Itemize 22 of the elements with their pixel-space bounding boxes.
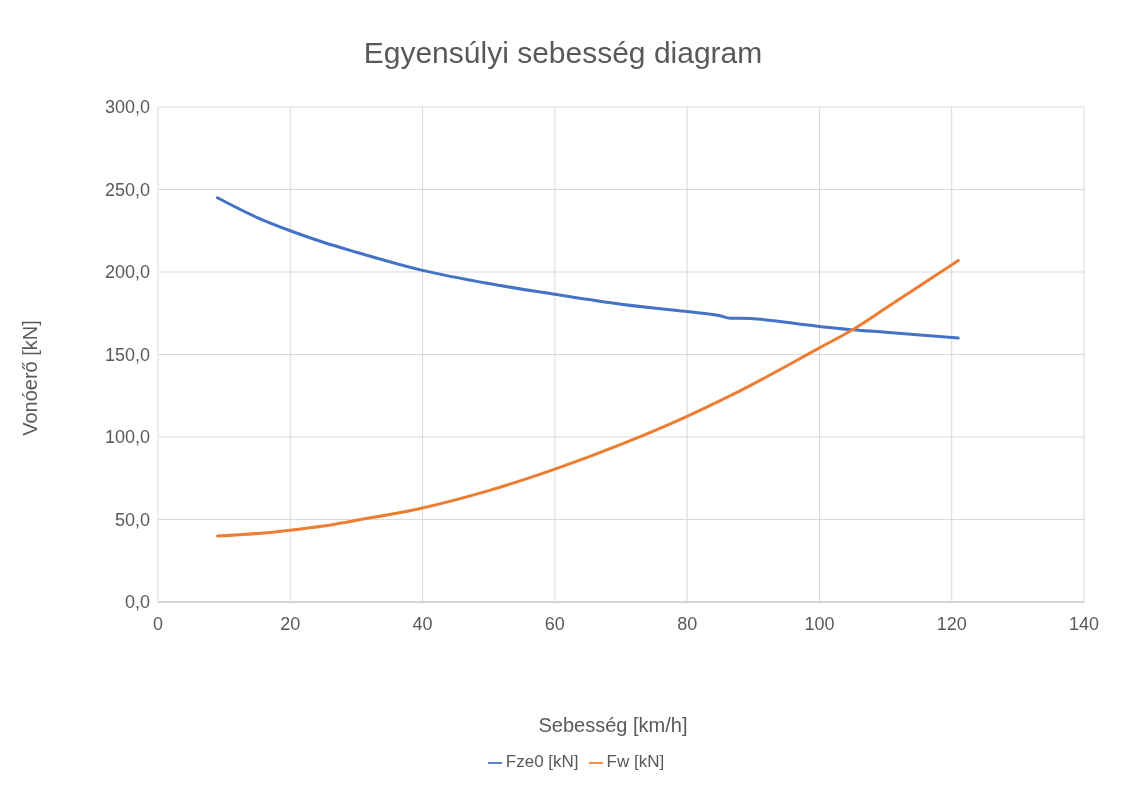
y-tick-label: 150,0	[104, 344, 150, 365]
x-tick-label: 140	[1068, 614, 1100, 634]
legend-label: Fw [kN]	[606, 752, 665, 771]
line-series	[216, 196, 960, 340]
y-tick-label: 0,0	[124, 592, 150, 613]
x-tick-label: 0	[152, 614, 164, 634]
x-tick-label: 20	[280, 614, 301, 634]
x-tick-label: 40	[412, 614, 433, 634]
x-axis-title: Sebesség [km/h]	[537, 714, 689, 737]
y-tick-label: 100,0	[104, 427, 150, 448]
legend-label: Fze0 [kN]	[505, 752, 579, 771]
y-tick-label: 300,0	[104, 97, 150, 118]
chart-title: Egyensúlyi sebesség diagram	[362, 36, 764, 70]
x-tick-label: 100	[804, 614, 835, 634]
y-axis-title: Vonóerő [kN]	[18, 320, 42, 436]
y-tick-label: 250,0	[104, 179, 150, 200]
x-tick-label: 60	[544, 614, 565, 634]
y-tick-label: 200,0	[104, 262, 150, 283]
line-series	[216, 258, 960, 538]
x-tick-label: 80	[677, 614, 698, 634]
x-tick-label: 120	[936, 614, 967, 634]
y-tick-label: 50,0	[114, 509, 150, 530]
